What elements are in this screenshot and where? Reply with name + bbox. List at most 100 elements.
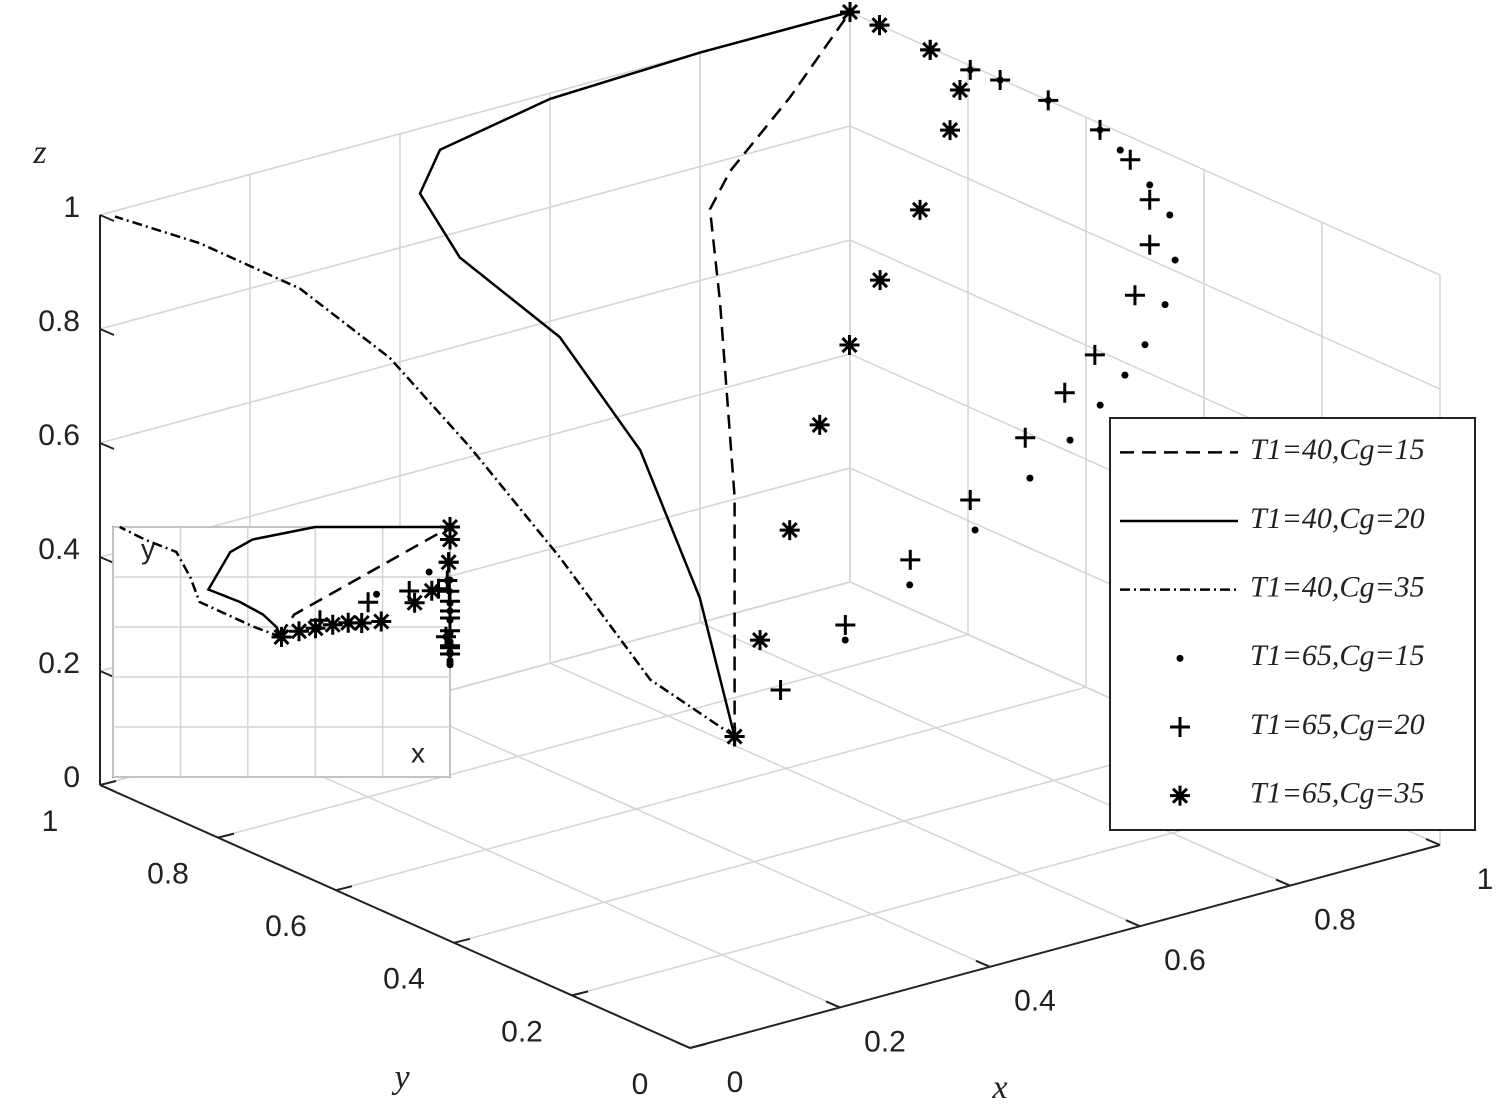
- marker: [305, 618, 326, 639]
- y-axis-label: y: [391, 1059, 410, 1096]
- z-tick-label: 0.2: [38, 647, 80, 680]
- y-axis: [99, 784, 691, 1049]
- marker: [371, 611, 392, 632]
- z-tick-label: 0: [63, 761, 80, 794]
- inset-series-line: [206, 525, 450, 638]
- tick-mark: [1425, 838, 1441, 846]
- marker: [724, 726, 745, 747]
- series-line: [114, 215, 736, 738]
- z-tick-label: 0.8: [38, 305, 80, 338]
- grid-line: [849, 11, 1441, 276]
- y-tick-label: 0.4: [383, 963, 425, 996]
- marker: [870, 270, 891, 291]
- marker: [404, 592, 425, 613]
- marker: [425, 568, 433, 576]
- inset-x-label: x: [411, 737, 425, 768]
- marker: [440, 601, 460, 621]
- inset-series-line: [280, 525, 451, 638]
- grid-line: [453, 739, 1205, 944]
- tick-mark: [99, 328, 115, 336]
- marker: [289, 621, 310, 642]
- tick-mark: [99, 670, 115, 678]
- marker: [1170, 785, 1190, 806]
- marker: [322, 614, 343, 635]
- tick-mark: [99, 780, 117, 786]
- tick-mark: [99, 214, 115, 222]
- inset-series-line: [119, 525, 282, 639]
- marker: [949, 80, 970, 101]
- marker: [1116, 146, 1124, 154]
- z-axis-label: z: [32, 134, 46, 171]
- legend-label: T1=40,Cg=15: [1250, 433, 1425, 466]
- grid-line: [549, 662, 1141, 927]
- grid-line: [99, 125, 851, 330]
- grid-line: [335, 686, 1087, 891]
- x-axis: [689, 844, 1441, 1049]
- marker: [338, 612, 359, 633]
- marker: [1176, 654, 1184, 662]
- legend-box: [1109, 417, 1476, 831]
- legend-label: T1=40,Cg=20: [1250, 502, 1425, 535]
- marker: [438, 552, 459, 573]
- z-tick-label: 0.4: [38, 533, 80, 566]
- marker: [1166, 211, 1174, 219]
- marker: [960, 489, 981, 510]
- tick-mark: [975, 959, 991, 968]
- inset-background: [112, 526, 451, 778]
- marker: [841, 636, 849, 644]
- marker: [1161, 301, 1169, 309]
- marker: [839, 335, 860, 356]
- y-tick-label: 0.8: [147, 858, 189, 891]
- marker: [437, 570, 458, 591]
- marker: [910, 199, 931, 220]
- marker: [440, 529, 460, 550]
- marker: [906, 581, 914, 589]
- marker: [1084, 344, 1105, 365]
- marker: [900, 549, 921, 570]
- series-line: [708, 11, 852, 737]
- y-tick-label: 0.2: [501, 1015, 543, 1048]
- marker: [435, 626, 456, 647]
- x-tick-label: 0: [727, 1066, 744, 1099]
- z-tick-label: 0.6: [38, 419, 80, 452]
- marker: [1139, 234, 1160, 255]
- plot: [114, 2, 1179, 747]
- marker: [421, 580, 442, 601]
- marker: [1170, 717, 1190, 737]
- marker: [440, 517, 460, 537]
- x-axis-label: x: [991, 1069, 1007, 1106]
- marker: [1139, 189, 1160, 210]
- marker: [1054, 382, 1075, 403]
- marker: [440, 635, 460, 656]
- marker: [373, 590, 381, 598]
- tick-mark: [99, 784, 115, 792]
- grid-line: [99, 353, 851, 558]
- tick-mark: [825, 1000, 841, 1009]
- marker: [271, 627, 292, 647]
- series-line: [418, 10, 851, 737]
- legend-label: T1=65,Cg=20: [1250, 708, 1425, 741]
- marker: [358, 592, 379, 613]
- marker: [920, 39, 941, 60]
- marker: [770, 680, 791, 701]
- marker: [1141, 341, 1149, 349]
- tick-mark: [689, 1043, 707, 1049]
- marker: [1124, 285, 1145, 306]
- marker: [1066, 436, 1074, 444]
- marker: [1090, 119, 1111, 140]
- marker: [351, 613, 372, 633]
- tick-mark: [217, 832, 235, 839]
- marker: [869, 15, 890, 36]
- y-tick-label: 1: [42, 805, 59, 838]
- grid-line: [399, 703, 991, 968]
- marker: [1146, 181, 1154, 189]
- marker: [990, 69, 1011, 90]
- marker: [809, 414, 830, 435]
- tick-mark: [453, 937, 471, 944]
- tick-mark: [335, 885, 353, 892]
- y-tick-label: 0.6: [265, 910, 307, 943]
- marker: [439, 581, 460, 602]
- inset: yx: [112, 517, 460, 778]
- marker: [1120, 149, 1141, 170]
